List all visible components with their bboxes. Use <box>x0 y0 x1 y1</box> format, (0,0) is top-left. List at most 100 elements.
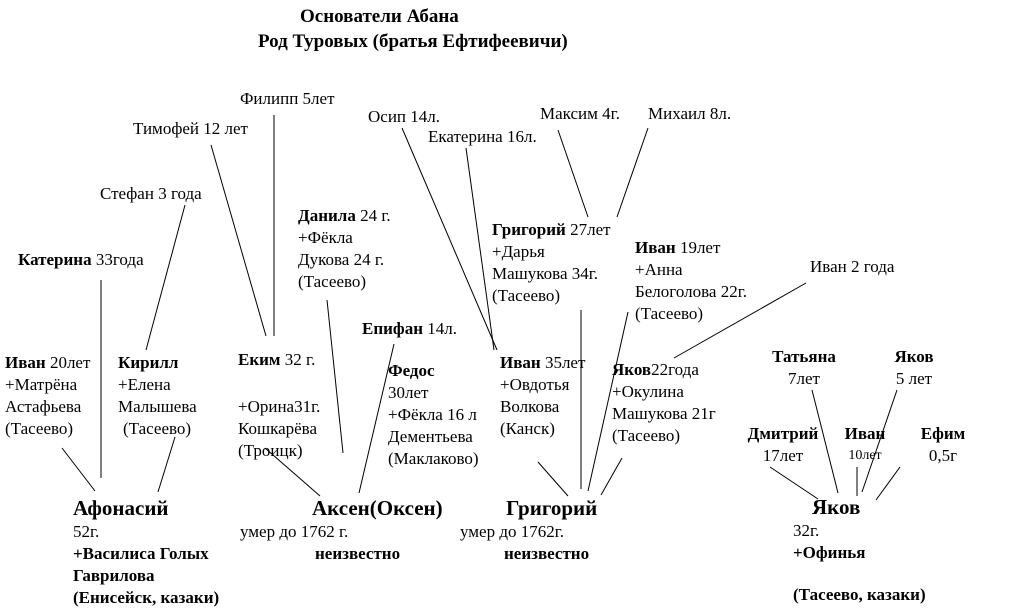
person-spouse-surname: Белоголова 22г. <box>635 282 748 301</box>
connector-yakov22-grigoriy <box>600 457 623 496</box>
founder-name: Афонасий <box>73 496 169 520</box>
connector-timofei-ekim <box>210 144 267 337</box>
person-dmitriy: Дмитрий 17лет <box>740 423 826 467</box>
person-name: Григорий <box>492 220 566 239</box>
connector-ivan35-grigoriy <box>537 461 569 497</box>
connector-efim-yakov <box>875 466 901 501</box>
person-place: (Троицк) <box>238 441 303 460</box>
person-age: 24 г. <box>360 206 391 225</box>
connector-dmitriy-yakov <box>769 466 819 500</box>
founder-afonasiy: Афонасий 52г. +Василиса Голых Гаврилова … <box>73 495 219 609</box>
person-age: 0,5г <box>928 446 958 465</box>
person-place: (Тасеево) <box>123 419 192 438</box>
connector-kirill-afonasiy <box>157 436 176 493</box>
person-spouse: +Фёкла 16 л <box>388 405 477 424</box>
connector-ivan19-grigoriy <box>587 311 629 492</box>
person-place: (Тасеево) <box>492 286 561 305</box>
person-danila: Данила 24 г. +Фёкла Дукова 24 г. (Тасеев… <box>298 205 391 293</box>
person-age: 30лет <box>388 383 429 402</box>
person-spouse-surname: Астафьева <box>5 397 82 416</box>
person-name: Яков <box>612 360 652 379</box>
person-spouse: +Елена <box>118 375 171 394</box>
connector-tatyana-yakov <box>811 389 839 494</box>
person-spouse-surname: Малышева <box>118 397 197 416</box>
person-yakov22: Яков22года +Окулина Машукова 21г (Тасеев… <box>612 359 716 447</box>
person-age: 20лет <box>49 353 91 372</box>
person-name: Ефим <box>920 424 966 443</box>
diagram-title-line1: Основатели Абана <box>300 6 459 27</box>
person-ivan10: Иван 10лет <box>838 423 892 467</box>
person-name: Данила <box>298 206 356 225</box>
person-katerina: Катерина 33года <box>18 249 144 271</box>
person-name: Яков <box>894 347 934 366</box>
person-fedos: Федос 30лет +Фёкла 16 л Дементьева (Макл… <box>388 360 479 470</box>
connector-ekaterina-ivan35 <box>465 147 495 351</box>
founder-died: умер до 1762 г. <box>240 522 349 541</box>
connector-yakov5-yakov <box>861 389 898 493</box>
person-name: Иван <box>635 238 676 257</box>
person-filipp: Филипп 5лет <box>240 89 335 108</box>
person-timofei: Тимофей 12 лет <box>133 119 248 138</box>
person-age: 10лет <box>848 448 882 463</box>
founder-note: неизвестно <box>504 544 590 563</box>
founder-place: (Тасеево, казаки) <box>793 585 926 604</box>
connector-maksim-grigoriy27 <box>557 129 589 218</box>
person-name: Дмитрий <box>747 424 819 443</box>
person-tatyana: Татьяна 7лет <box>763 346 845 390</box>
person-ekaterina: Екатерина 16л. <box>428 127 537 146</box>
founder-spouse-surname: Гаврилова <box>73 566 155 585</box>
founder-grigoriy: Григорий умер до 1762г. неизвестно <box>460 495 597 565</box>
person-place: (Тасеево) <box>298 272 367 291</box>
founder-name: Яков <box>812 495 861 519</box>
founder-age: 32г. <box>793 521 820 540</box>
founder-name: Григорий <box>506 496 598 520</box>
person-name: Епифан <box>362 319 423 338</box>
person-spouse: +Окулина <box>612 382 684 401</box>
connector-mikhail-grigoriy27 <box>616 127 649 218</box>
person-spouse-surname: Дукова 24 г. <box>298 250 385 269</box>
person-ekim: Еким 32 г. +Орина31г. Кошкарёва (Троицк) <box>238 349 320 462</box>
person-place: (Тасеево) <box>5 419 74 438</box>
person-kirill: Кирилл +Елена Малышева (Тасеево) <box>118 352 197 440</box>
person-spouse-surname: Волкова <box>500 397 560 416</box>
person-epifan: Епифан 14л. <box>362 318 457 340</box>
founder-aksen: Аксен(Оксен) умер до 1762 г. неизвестно <box>240 495 443 565</box>
connector-ivan20-afonasiy <box>61 447 96 492</box>
person-name: Федос <box>388 361 435 380</box>
person-age: 33года <box>95 250 144 269</box>
person-name: Еким <box>238 350 281 369</box>
person-name: Иван <box>5 353 46 372</box>
person-age: 7лет <box>788 369 820 388</box>
person-ivan19: Иван 19лет +Анна Белоголова 22г. (Тасеев… <box>635 237 747 325</box>
person-age: 22года <box>651 360 699 379</box>
person-stefan: Стефан 3 года <box>100 184 202 203</box>
person-name: Татьяна <box>772 347 836 366</box>
person-spouse: +Дарья <box>492 242 545 261</box>
person-grigoriy27: Григорий 27лет +Дарья Машукова 34г. (Тас… <box>492 219 611 307</box>
person-ivan2: Иван 2 года <box>810 257 895 276</box>
connector-epifan-aksen <box>358 343 395 494</box>
founder-spouse: +Василиса Голых <box>73 544 209 563</box>
person-spouse-surname: Машукова 21г <box>612 404 716 423</box>
connector-danila-aksen <box>326 299 344 454</box>
person-age: 17лет <box>762 446 804 465</box>
person-maksim: Максим 4г. <box>540 104 620 123</box>
connector-stefan-kirill <box>145 204 186 351</box>
person-spouse-surname: Дементьева <box>388 427 473 446</box>
person-age: 27лет <box>570 220 611 239</box>
person-name: Катерина <box>18 250 92 269</box>
person-age: 19лет <box>679 238 721 257</box>
person-spouse: +Овдотья <box>500 375 570 394</box>
person-spouse: +Матрёна <box>5 375 78 394</box>
connector-ekim-aksen <box>264 447 321 497</box>
person-ivan35: Иван 35лет +Овдотья Волкова (Канск) <box>500 352 585 440</box>
person-place: (Тасеево) <box>612 426 681 445</box>
founder-yakov: Яков 32г. +Офинья (Тасеево, казаки) <box>793 494 926 606</box>
person-age: 14л. <box>427 319 457 338</box>
connector-ivan2-yakov22 <box>673 282 807 359</box>
person-ivan20: Иван 20лет +Матрёна Астафьева (Тасеево) <box>5 352 90 440</box>
founder-name: Аксен(Оксен) <box>312 496 443 520</box>
person-name: Иван <box>500 353 541 372</box>
person-spouse: +Фёкла <box>298 228 353 247</box>
